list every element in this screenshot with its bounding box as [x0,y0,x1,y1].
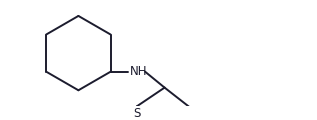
Text: S: S [133,107,141,120]
Text: NH: NH [130,65,148,78]
